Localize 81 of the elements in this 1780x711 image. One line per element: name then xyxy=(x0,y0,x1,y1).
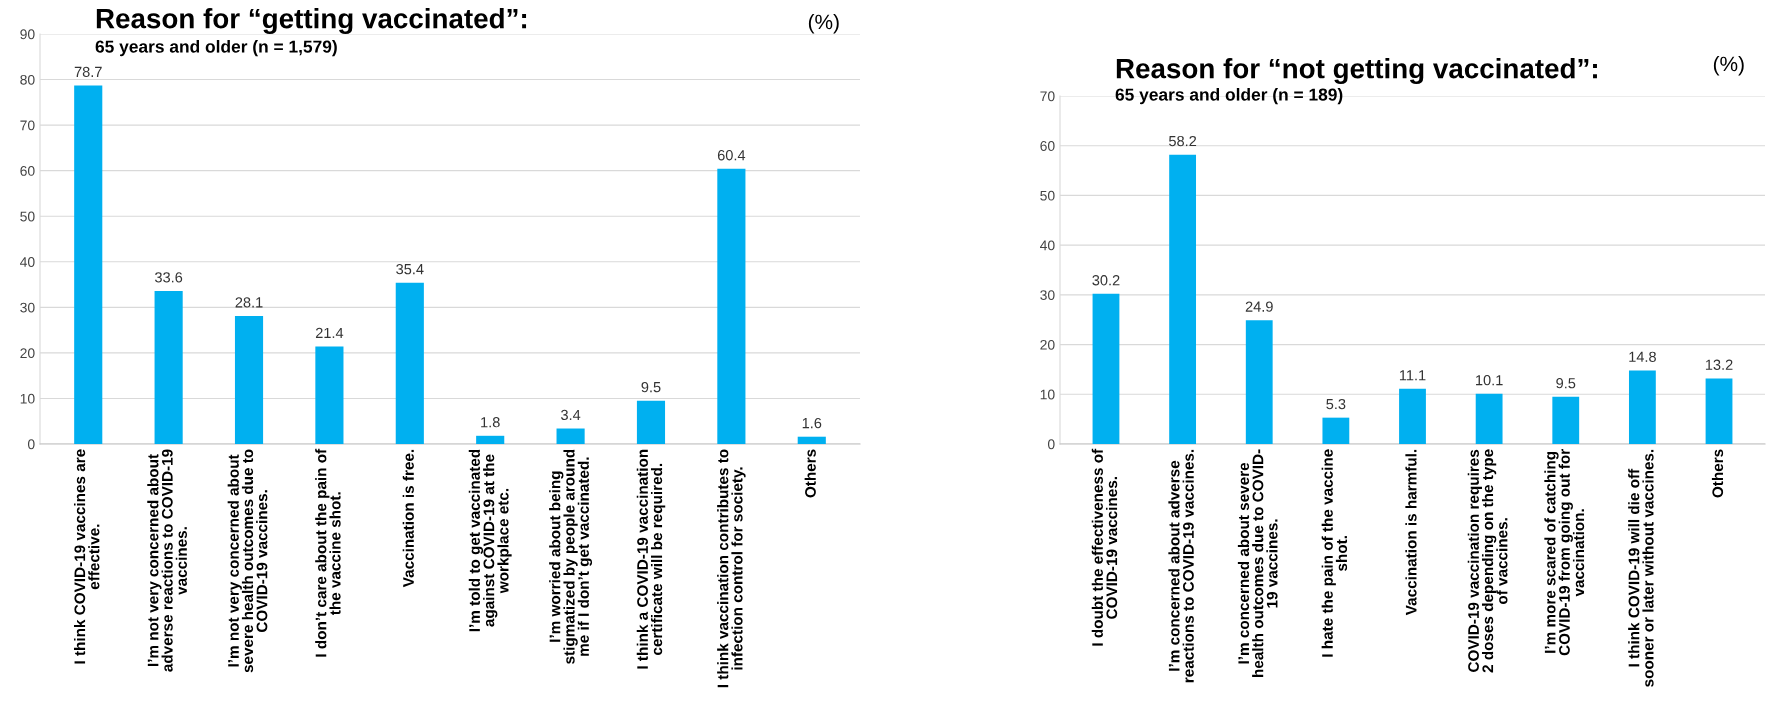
bar xyxy=(1399,388,1426,444)
y-tick-label: 60 xyxy=(1040,141,1055,151)
bar xyxy=(1475,393,1503,444)
bar xyxy=(315,346,344,444)
bar xyxy=(797,436,826,444)
x-tick-label: I hate the pain of the vaccine shot. xyxy=(1321,449,1348,657)
data-label: 11.1 xyxy=(1399,370,1426,381)
x-tick-label: Vaccination is free. xyxy=(402,449,414,588)
y-tick-label: 50 xyxy=(20,211,35,222)
y-tick-label: 40 xyxy=(20,257,35,267)
y-tick-label: 10 xyxy=(20,393,35,404)
y-tick-label: 0 xyxy=(27,439,35,450)
bar xyxy=(636,400,666,444)
data-label: 78.7 xyxy=(74,66,102,78)
data-label: 33.6 xyxy=(154,272,183,283)
data-label: 3.4 xyxy=(561,409,581,421)
data-label: 28.1 xyxy=(235,297,263,308)
bar xyxy=(1628,370,1656,444)
text: (%) xyxy=(808,14,839,34)
x-tick-label: I’m told to get vaccinated against COVID-19 at the workplace etc. xyxy=(468,449,512,632)
y-tick-label: 70 xyxy=(20,120,35,131)
bar xyxy=(476,435,505,444)
x-tick-label: I think COVID-19 vaccines are effective. xyxy=(73,449,100,664)
chart-subtitle: 65 years and older (n = 189) xyxy=(1115,88,1343,105)
y-tick-label: 10 xyxy=(1040,389,1055,400)
chart-title: Reason for “not getting vaccinated”: xyxy=(1116,58,1597,85)
x-tick-label: I’m more scared of catching COVID-19 from going out for vaccination. xyxy=(1544,449,1585,656)
data-label: 1.8 xyxy=(481,417,500,428)
data-label: 9.5 xyxy=(641,381,661,393)
bar xyxy=(1092,293,1120,444)
chart-title: Reason for “getting vaccinated”: xyxy=(96,8,527,35)
x-tick-label: I’m not very concerned about adverse reactions to COVID-19 vaccines. xyxy=(147,449,187,672)
x-tick-label: I don’t care about the pain of the vaccine shot. xyxy=(315,448,341,657)
bar xyxy=(1705,378,1733,444)
data-label: 35.4 xyxy=(396,263,424,275)
data-label: 9.5 xyxy=(1556,378,1576,389)
bar xyxy=(556,428,585,444)
x-tick-label: Others xyxy=(1711,449,1724,498)
y-tick-label: 50 xyxy=(1040,190,1055,201)
bar xyxy=(154,290,183,444)
x-tick-label: I’m not very concerned about severe health outcomes due to COVID-19 vaccines. xyxy=(227,449,268,673)
bar xyxy=(1245,320,1273,444)
bar xyxy=(74,85,103,444)
x-tick-label: I’m concerned about severe health outcomes due to COVID- 19 vaccines. xyxy=(1237,449,1278,677)
data-label: 13.2 xyxy=(1705,359,1733,370)
chart-subtitle: 65 years and older (n = 1,579) xyxy=(95,40,337,57)
x-tick-label: I’m worried about being stigmatized by people around me if I don’t get vaccinated. xyxy=(549,449,593,664)
y-tick-label: 0 xyxy=(1047,439,1055,450)
data-label: 1.6 xyxy=(802,417,822,429)
y-tick-label: 90 xyxy=(20,29,35,40)
x-tick-label: Others xyxy=(804,449,816,498)
data-label: 60.4 xyxy=(717,150,746,161)
y-tick-label: 80 xyxy=(20,74,35,85)
bar xyxy=(234,315,264,444)
y-tick-label: 60 xyxy=(20,166,35,176)
data-label: 10.1 xyxy=(1476,375,1503,386)
bar xyxy=(717,168,746,444)
y-tick-label: 70 xyxy=(1040,91,1055,102)
text: (%) xyxy=(1713,56,1744,76)
y-tick-label: 20 xyxy=(20,348,35,359)
y-tick-label: 30 xyxy=(1040,290,1055,301)
x-tick-label: I doubt the effectiveness of COVID-19 vaccines. xyxy=(1091,448,1118,646)
data-label: 14.8 xyxy=(1629,351,1656,362)
bar xyxy=(1322,417,1350,444)
x-tick-label: I’m concerned about adverse reactions to COVID-19 vaccines. xyxy=(1168,449,1194,683)
x-tick-label: I think COVID-19 will die off sooner or later without vaccines. xyxy=(1628,449,1654,687)
y-tick-label: 40 xyxy=(1040,240,1055,251)
x-tick-label: I think vaccination contributes to infection control for society. xyxy=(717,449,746,688)
x-tick-label: COVID-19 vaccination requires 2 doses depending on the type of vaccines. xyxy=(1467,449,1508,673)
bar xyxy=(1169,154,1197,444)
bar xyxy=(1552,396,1580,444)
data-label: 24.9 xyxy=(1245,301,1273,312)
x-tick-label: Vaccination is harmful. xyxy=(1405,449,1417,616)
y-tick-label: 20 xyxy=(1040,339,1055,350)
bar xyxy=(395,282,424,444)
data-label: 21.4 xyxy=(315,327,344,338)
data-label: 58.2 xyxy=(1169,135,1197,147)
data-label: 30.2 xyxy=(1092,275,1120,286)
y-tick-label: 30 xyxy=(20,302,35,313)
x-tick-label: I think a COVID-19 vaccination certificate will be required. xyxy=(636,449,666,669)
data-label: 5.3 xyxy=(1326,398,1346,410)
